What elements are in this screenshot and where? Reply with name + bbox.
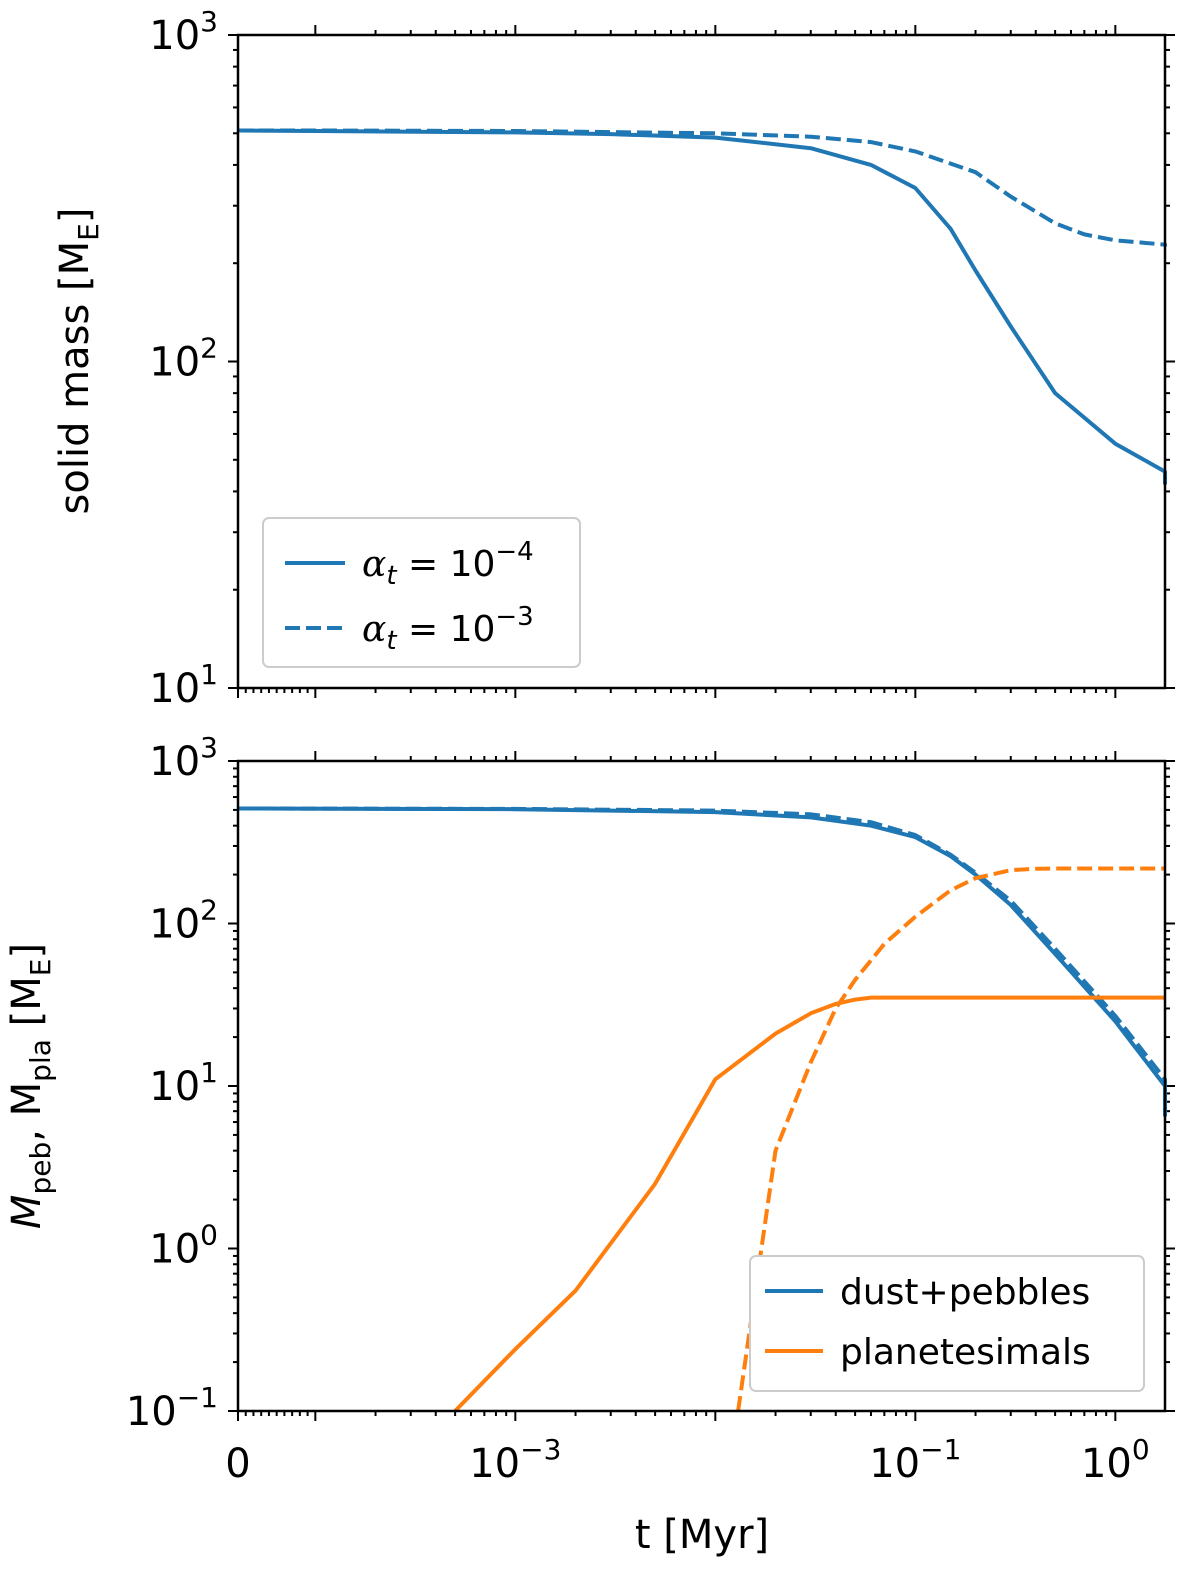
- top-panel-legend: αt = 10−4 αt = 10−3: [262, 517, 581, 668]
- y-tick-label-base: 10: [149, 666, 200, 712]
- y-tick-label-exp: 2: [200, 894, 218, 927]
- y-tick-label-base: 10: [126, 1389, 177, 1435]
- top-panel-frame: [236, 33, 1167, 690]
- legend-entry-alpha-1e-4: αt = 10−4: [362, 537, 534, 591]
- y-tick-label: 101: [149, 1056, 218, 1110]
- series-solid-line: [237, 128, 1167, 485]
- x-tick-label-base: 0: [225, 1441, 250, 1487]
- bottom-panel-x-axis-label: t [Myr]: [635, 1512, 769, 1558]
- top-panel-y-axis-label: solid mass [ME]: [52, 208, 105, 515]
- x-tick-label-base: 10: [469, 1441, 520, 1487]
- dust-pebbles-solid-line: [237, 806, 1167, 1117]
- y-tick-label-base: 10: [149, 340, 200, 386]
- y-tick-label-exp: 1: [200, 1056, 218, 1089]
- y-tick-label-base: 10: [149, 739, 200, 785]
- x-tick-label: 10−3: [469, 1433, 561, 1487]
- bottom-panel-major-ticks: [228, 751, 1175, 1421]
- y-tick-label-exp: 3: [200, 731, 218, 764]
- legend-entry-planetesimals: planetesimals: [840, 1332, 1091, 1373]
- bottom-panel-y-axis-label: Mpeb, Mpla [ME]: [4, 943, 57, 1229]
- y-tick-label: 102: [149, 894, 218, 948]
- x-tick-label: 10−1: [869, 1433, 961, 1487]
- x-tick-label-base: 10: [1081, 1441, 1132, 1487]
- legend-entry-dust-pebbles: dust+pebbles: [840, 1272, 1090, 1313]
- x-tick-label: 100: [1081, 1433, 1150, 1487]
- y-tick-label-exp: 3: [200, 5, 218, 38]
- bottom-panel-series: [237, 806, 1167, 1413]
- y-tick-label-base: 10: [149, 1227, 200, 1273]
- y-tick-label-exp: 0: [200, 1219, 218, 1252]
- series-dashed-line: [238, 128, 1167, 247]
- y-tick-label-base: 10: [149, 1064, 200, 1110]
- bottom-panel-legend: dust+pebbles planetesimals: [749, 1255, 1145, 1392]
- bottom-panel-frame: [236, 759, 1167, 1413]
- dust-pebbles-dashed-line: [237, 806, 1167, 1107]
- planetesimals-solid-line: [453, 995, 1165, 1413]
- y-tick-label: 100: [149, 1219, 218, 1273]
- x-tick-label-exp: −1: [920, 1433, 961, 1466]
- top-panel-legend-box: [262, 517, 581, 668]
- y-tick-label: 102: [149, 332, 218, 386]
- y-tick-label-exp: 2: [200, 332, 218, 365]
- y-tick-label-exp: 1: [200, 658, 218, 691]
- bottom-panel-x-tick-labels: 0 10−3 10−1 100: [225, 1433, 1149, 1487]
- y-tick-label: 10−1: [126, 1381, 218, 1435]
- y-tick-label-base: 10: [149, 902, 200, 948]
- legend-entry-alpha-1e-3: αt = 10−3: [362, 602, 534, 656]
- y-tick-label: 103: [149, 731, 218, 785]
- y-tick-label: 103: [149, 5, 218, 59]
- top-panel-series: [237, 128, 1167, 485]
- x-tick-label: 0: [225, 1441, 250, 1487]
- y-tick-label-exp: −1: [177, 1381, 218, 1414]
- planetesimals-dashed-line: [736, 866, 1165, 1412]
- y-tick-label-base: 10: [149, 13, 200, 59]
- x-tick-label-base: 10: [869, 1441, 920, 1487]
- bottom-panel-legend-box: [749, 1255, 1145, 1392]
- x-tick-label-exp: 0: [1132, 1433, 1150, 1466]
- y-tick-label: 101: [149, 658, 218, 712]
- top-panel-major-ticks: [228, 25, 1175, 698]
- x-tick-label-exp: −3: [520, 1433, 561, 1466]
